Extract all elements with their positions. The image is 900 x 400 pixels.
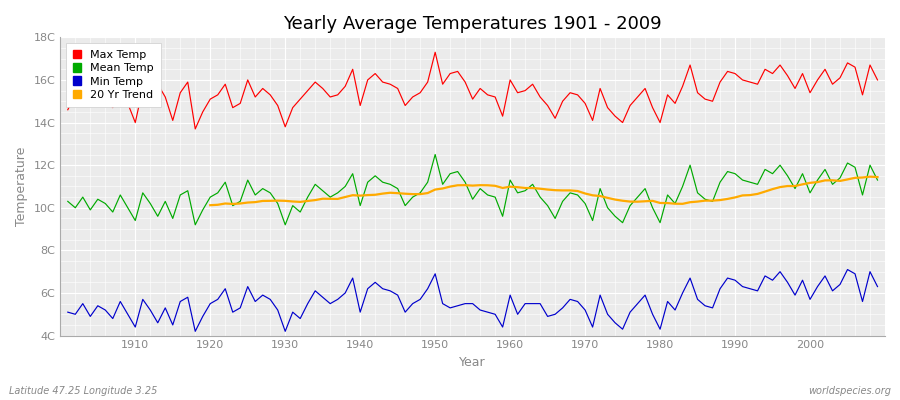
Text: worldspecies.org: worldspecies.org <box>808 386 891 396</box>
Legend: Max Temp, Mean Temp, Min Temp, 20 Yr Trend: Max Temp, Mean Temp, Min Temp, 20 Yr Tre… <box>66 43 160 107</box>
X-axis label: Year: Year <box>459 356 486 369</box>
Text: Latitude 47.25 Longitude 3.25: Latitude 47.25 Longitude 3.25 <box>9 386 157 396</box>
Title: Yearly Average Temperatures 1901 - 2009: Yearly Average Temperatures 1901 - 2009 <box>284 15 662 33</box>
Y-axis label: Temperature: Temperature <box>15 147 28 226</box>
